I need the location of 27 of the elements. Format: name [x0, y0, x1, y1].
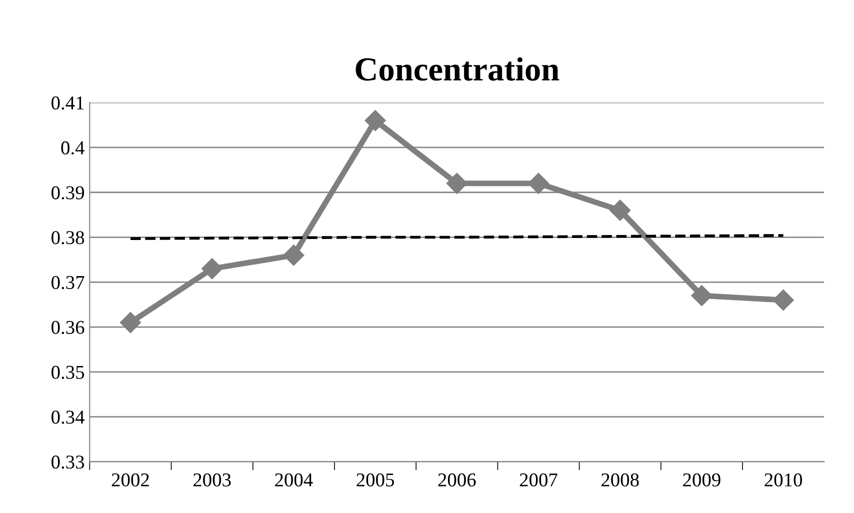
y-tick-label: 0.37	[52, 276, 84, 290]
y-tick-label: 0.41	[52, 96, 84, 110]
x-tick-label: 2003	[193, 473, 231, 486]
x-tick-label: 2007	[520, 473, 558, 486]
x-tick-label: 2010	[764, 473, 802, 486]
x-tick-label: 2009	[683, 473, 720, 486]
point	[610, 200, 631, 221]
y-tick-label: 0.4	[61, 141, 85, 155]
x-tick-label: 2006	[438, 473, 476, 486]
y-tick-label: 0.38	[52, 231, 84, 244]
x-tick-label: 2005	[356, 473, 394, 486]
point	[364, 110, 386, 132]
point	[202, 258, 223, 280]
x-tick-label: 2004	[275, 473, 313, 486]
x-tick-label: 2002	[112, 473, 149, 486]
point	[283, 244, 304, 266]
y-tick-label: 0.39	[52, 186, 84, 200]
chart-title: Concentration	[356, 57, 560, 81]
point	[772, 290, 794, 311]
point	[120, 312, 141, 334]
y-tick-label: 0.33	[52, 456, 84, 469]
x-tick-label: 2008	[602, 473, 639, 486]
y-tick-label: 0.35	[52, 366, 84, 379]
point	[446, 172, 468, 194]
y-tick-label: 0.34	[52, 410, 85, 424]
y-tick-label: 0.36	[52, 320, 84, 334]
point	[691, 285, 712, 306]
